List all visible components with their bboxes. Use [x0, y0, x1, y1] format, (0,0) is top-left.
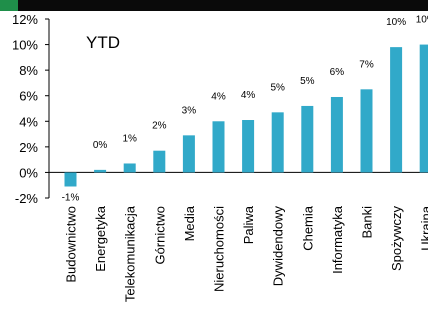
y-tick-label: 8% [19, 63, 38, 78]
category-label: Paliwa [241, 205, 256, 244]
category-label: Spożywczy [389, 206, 404, 272]
data-label: 5% [270, 82, 285, 93]
data-label: 4% [241, 90, 256, 101]
bar [212, 121, 225, 173]
data-label: 1% [122, 133, 137, 144]
y-tick-label: 6% [19, 89, 38, 104]
bars [64, 44, 428, 187]
bar [94, 169, 107, 173]
bar [419, 44, 428, 173]
y-tick-label: 0% [19, 165, 38, 180]
data-labels: -1% 0% 1% 2% 3% 4% 4% 5% 5% 6% 7% 10% 10% [62, 15, 428, 204]
category-label: Telekomunikacja [123, 205, 138, 302]
category-label: Ukraina [419, 205, 428, 251]
category-label: Chemia [300, 205, 315, 251]
bar [123, 163, 136, 173]
bar [153, 150, 166, 173]
y-tick-label: 4% [19, 114, 38, 129]
category-label: Banki [360, 206, 375, 239]
bar [242, 120, 255, 173]
category-labels: Budownictwo Energetyka Telekomunikacja Górn… [64, 205, 428, 302]
category-label: Dywidendowy [271, 206, 286, 287]
y-tick-label: 12% [12, 12, 38, 27]
data-label: 4% [211, 91, 226, 102]
header-strip [0, 0, 428, 11]
data-label: 10% [386, 17, 406, 28]
y-tick-label: 2% [19, 140, 38, 155]
data-label: 6% [330, 67, 345, 78]
y-axis: -2% 0% 2% 4% 6% 8% 10% 12% [12, 12, 428, 206]
data-label: 5% [300, 76, 315, 87]
category-label: Informatyka [330, 205, 345, 274]
bar [64, 172, 77, 187]
category-label: Budownictwo [64, 206, 79, 283]
chart-annotation: YTD [86, 33, 120, 52]
data-label: 10% [416, 15, 428, 26]
y-tick-label: 10% [12, 38, 38, 53]
data-label: 0% [93, 140, 108, 151]
category-label: Media [182, 205, 197, 241]
bar [330, 96, 343, 173]
bar [301, 105, 314, 173]
category-label: Energetyka [93, 205, 108, 272]
category-label: Górnictwo [152, 206, 167, 265]
data-label: 7% [359, 59, 374, 70]
data-label: 3% [182, 105, 197, 116]
bar [360, 89, 373, 173]
y-tick-label: -2% [15, 191, 39, 206]
bar [271, 112, 284, 173]
data-label: 2% [152, 121, 167, 132]
data-label: -1% [62, 192, 80, 203]
bar [390, 47, 403, 173]
category-label: Nieruchomości [212, 206, 227, 292]
bar [182, 135, 195, 173]
header-accent [0, 0, 18, 11]
